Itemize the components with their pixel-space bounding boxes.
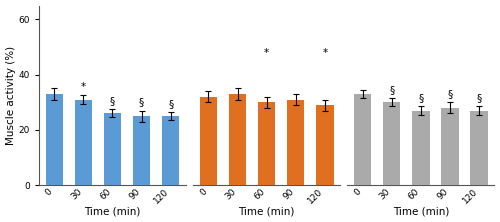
Bar: [200, 97, 217, 185]
Bar: [441, 108, 458, 185]
Text: *: *: [81, 82, 86, 92]
Text: §: §: [448, 89, 452, 99]
Text: *: *: [322, 48, 328, 58]
Bar: [412, 111, 430, 185]
Text: §: §: [110, 96, 115, 106]
X-axis label: Time (min): Time (min): [392, 206, 449, 216]
Bar: [74, 99, 92, 185]
Bar: [133, 116, 150, 185]
Bar: [104, 113, 121, 185]
Y-axis label: Muscle activity (%): Muscle activity (%): [6, 46, 16, 145]
Bar: [354, 94, 372, 185]
Text: §: §: [139, 97, 144, 107]
Text: §: §: [418, 93, 424, 103]
Bar: [287, 99, 304, 185]
Bar: [383, 102, 400, 185]
Bar: [162, 116, 180, 185]
Bar: [316, 105, 334, 185]
Text: *: *: [264, 48, 269, 58]
X-axis label: Time (min): Time (min): [238, 206, 295, 216]
Bar: [258, 102, 276, 185]
Text: §: §: [389, 85, 394, 95]
Bar: [470, 111, 488, 185]
Bar: [229, 94, 246, 185]
Text: §: §: [168, 99, 173, 109]
X-axis label: Time (min): Time (min): [84, 206, 140, 216]
Text: §: §: [476, 93, 482, 103]
Bar: [46, 94, 63, 185]
